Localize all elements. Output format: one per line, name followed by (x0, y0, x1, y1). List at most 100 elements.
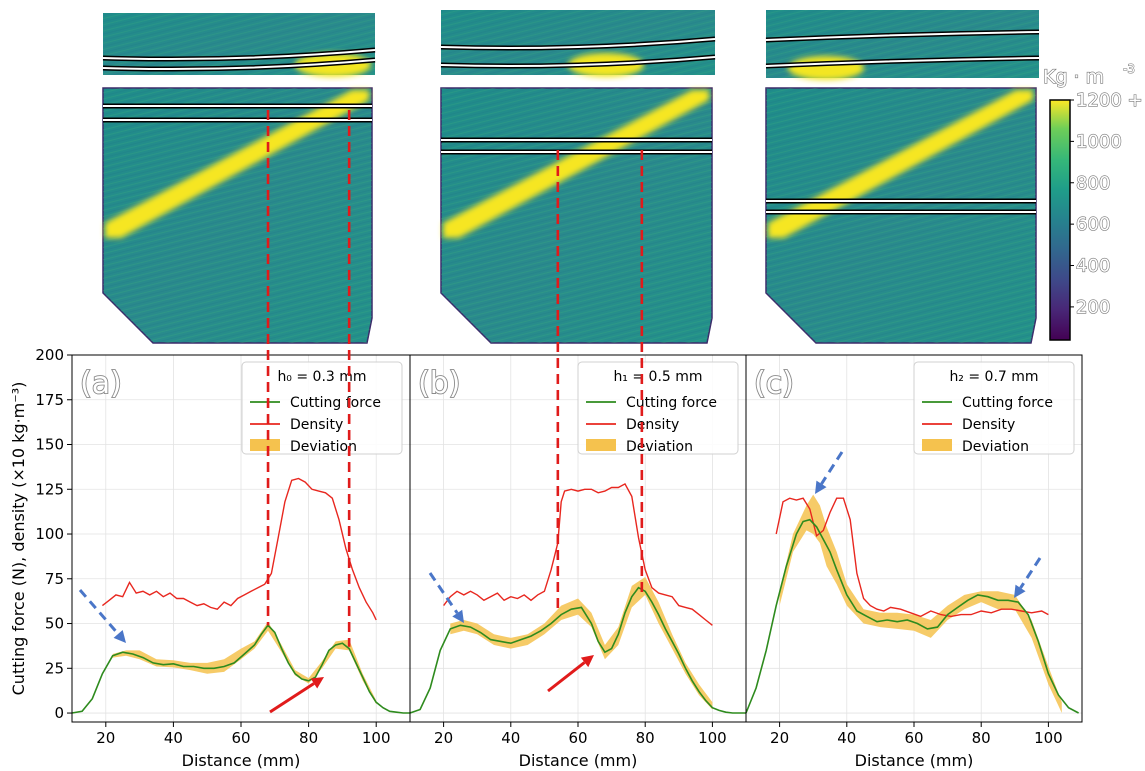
x-tick-label: 80 (972, 729, 991, 747)
y-tick-label: 100 (35, 525, 64, 543)
colorbar: Kg · m -3 1200 + 1000 800 600 400 200 (1042, 62, 1143, 341)
x-axis-label: Distance (mm) (182, 751, 301, 770)
colorbar-unit-exponent: -3 (1123, 62, 1135, 76)
red-arrow (547, 655, 594, 693)
cutting-force-line (409, 586, 746, 714)
red-arrow-shaft (269, 682, 315, 714)
chart-panels: 20 40 60 80 100 Distance (mm) 0 25 50 75 100 125 150… (9, 346, 1083, 770)
legend-swatch-deviation (922, 439, 952, 451)
y-axis-label: Cutting force (N), density (×10 kg·m⁻³) (9, 382, 28, 696)
yellow-band (105, 90, 369, 238)
x-tick-label: 100 (698, 729, 727, 747)
legend-title: h₀ = 0.3 mm (277, 369, 366, 385)
blue-arrow (428, 572, 464, 623)
legend: h₁ = 0.5 mm Cutting force Density Deviation (577, 361, 739, 455)
y-tick-label: 50 (45, 615, 64, 633)
legend-entry: Cutting force (290, 395, 381, 411)
colorbar-tick-label: 800 (1076, 173, 1110, 194)
legend-swatch-deviation (586, 439, 616, 451)
strip-boundary-line (765, 57, 1040, 67)
legend-entry: Cutting force (962, 395, 1053, 411)
y-tick-label: 175 (35, 391, 64, 409)
density-line (101, 477, 377, 621)
x-tick-label: 60 (568, 729, 587, 747)
x-tick-label: 40 (837, 729, 856, 747)
cutting-force-line (71, 624, 410, 714)
y-tick-label: 150 (35, 436, 64, 454)
x-tick-label: 60 (231, 729, 250, 747)
panel-2: 20 40 60 80 100 Distance (mm) (b) h₁ = 0.5 mm Cu… (409, 354, 747, 770)
blue-arrow-shaft (1019, 557, 1042, 589)
density-image-3 (765, 10, 1040, 344)
grid (72, 354, 410, 722)
legend: h₀ = 0.3 mm Cutting force Density Deviation (241, 361, 403, 455)
colorbar-tick-label: 200 (1076, 297, 1110, 318)
x-tick-label: 80 (299, 729, 318, 747)
blue-arrow-head (113, 630, 126, 643)
x-tick-label: 100 (362, 729, 391, 747)
overlay-annotations (78, 110, 1042, 714)
strip-boundary-line (102, 59, 376, 70)
legend-entry: Deviation (290, 439, 357, 455)
colorbar-tick-label: 600 (1076, 214, 1110, 235)
blue-arrow (815, 451, 844, 494)
legend-box (913, 361, 1075, 455)
blue-arrow-head (452, 609, 464, 623)
density-image-2 (440, 10, 716, 344)
density-tile-texture (103, 88, 372, 343)
x-tick-label: 20 (96, 729, 115, 747)
legend-entry: Deviation (962, 439, 1029, 455)
red-arrow-head (580, 655, 594, 668)
y-tick-label: 0 (54, 704, 64, 722)
yellow-band (443, 90, 709, 238)
strip-boundary-line (440, 38, 716, 49)
cutting-force-line (745, 518, 1079, 714)
colorbar-tick-label: 400 (1076, 256, 1110, 277)
blue-arrow-shaft (78, 589, 120, 635)
density-line (443, 482, 713, 626)
y-tick-label: 75 (45, 570, 64, 588)
blue-arrow-shaft (820, 451, 844, 485)
x-tick-label: 100 (1034, 729, 1063, 747)
panel-label: (a) (80, 366, 122, 401)
legend-entry: Cutting force (626, 395, 717, 411)
x-axis-label: Distance (mm) (519, 751, 638, 770)
blue-arrow (78, 589, 126, 643)
strip-boundary-line (440, 56, 716, 67)
legend: h₂ = 0.7 mm Cutting force Density Deviation (913, 361, 1075, 455)
colorbar-tick-label: 1000 (1076, 131, 1122, 152)
legend-title: h₂ = 0.7 mm (949, 369, 1038, 385)
density-images (102, 10, 1040, 344)
x-tick-label: 80 (636, 729, 655, 747)
strip-yellow-blob (788, 56, 864, 80)
legend-entry: Density (962, 417, 1015, 433)
legend-swatch-deviation (250, 439, 280, 451)
strip-boundary-line (102, 49, 376, 60)
panel-3: 20 40 60 80 100 Distance (mm) (c) h₂ = 0.7 mm Cu… (745, 354, 1083, 770)
legend-box (241, 361, 403, 455)
colorbar-tick-label: 1200 + (1076, 90, 1143, 111)
legend-entry: Deviation (626, 439, 693, 455)
panel-1: 20 40 60 80 100 Distance (mm) 0 25 50 75 100 125 150… (9, 346, 411, 770)
deviation-band (450, 577, 713, 710)
panel-label: (b) (418, 366, 460, 401)
y-tick-label: 200 (35, 346, 64, 364)
legend-box (577, 361, 739, 455)
strip-boundary-line (765, 31, 1040, 41)
blue-arrow-head (1014, 584, 1026, 598)
y-tick-label: 25 (45, 659, 64, 677)
colorbar-unit: Kg · m (1043, 66, 1104, 88)
x-tick-label: 40 (501, 729, 520, 747)
red-arrow-head (310, 677, 324, 689)
x-tick-label: 60 (904, 729, 923, 747)
panel-label: (c) (754, 366, 794, 401)
blue-arrow-shaft (428, 572, 459, 614)
density-image-1 (102, 13, 376, 344)
blue-arrow (1014, 557, 1042, 598)
legend-entry: Density (626, 417, 679, 433)
colorbar-gradient (1049, 99, 1071, 341)
x-tick-label: 20 (770, 729, 789, 747)
x-tick-label: 20 (434, 729, 453, 747)
red-arrow-shaft (547, 661, 586, 693)
